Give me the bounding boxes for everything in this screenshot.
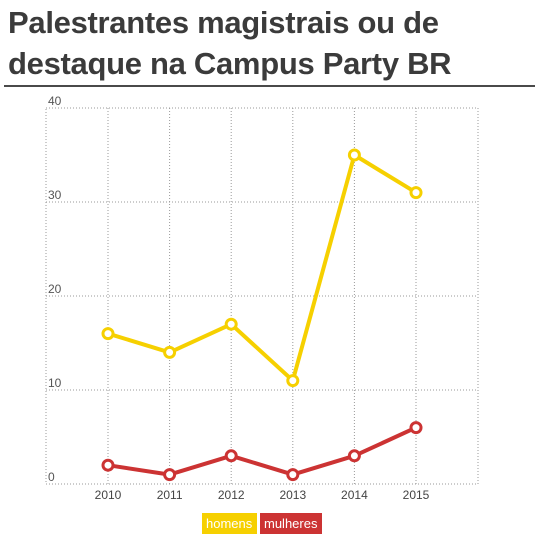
- y-tick-label: 10: [48, 376, 62, 390]
- y-tick-label: 40: [48, 94, 62, 108]
- title-divider: [4, 85, 535, 87]
- series-line-homens: [106, 153, 418, 383]
- x-tick-label: 2014: [341, 488, 368, 502]
- point-mulheres-2013: [286, 468, 300, 482]
- legend-homens: homens: [202, 513, 257, 534]
- point-homens-2013: [286, 374, 300, 388]
- line-chart: 0 10 20 30 40 2010 2011 2012 2013 2014 2015: [45, 94, 479, 502]
- x-tick-label: 2013: [279, 488, 306, 502]
- point-mulheres-2011: [163, 468, 177, 482]
- chart-series: [101, 148, 423, 482]
- point-homens-2010: [101, 327, 115, 341]
- y-axis-ticks: 0 10 20 30 40: [48, 94, 62, 484]
- point-homens-2014: [347, 148, 361, 162]
- point-homens-2011: [163, 345, 177, 359]
- x-tick-label: 2010: [95, 488, 122, 502]
- y-tick-label: 30: [48, 188, 62, 202]
- point-mulheres-2010: [101, 458, 115, 472]
- y-tick-label: 20: [48, 282, 62, 296]
- point-mulheres-2015: [409, 421, 423, 435]
- page-title: Palestrantes magistrais ou de destaque n…: [8, 5, 452, 81]
- point-mulheres-2014: [347, 449, 361, 463]
- series-line-mulheres: [106, 425, 418, 477]
- chart-grid: [45, 107, 479, 485]
- y-tick-label: 0: [48, 470, 55, 484]
- legend-mulheres: mulheres: [260, 513, 322, 534]
- point-homens-2015: [409, 186, 423, 200]
- x-tick-label: 2015: [403, 488, 430, 502]
- point-mulheres-2012: [224, 449, 238, 463]
- x-tick-label: 2012: [218, 488, 245, 502]
- x-axis-ticks: 2010 2011 2012 2013 2014 2015: [95, 488, 430, 502]
- x-tick-label: 2011: [157, 488, 183, 502]
- point-homens-2012: [224, 317, 238, 331]
